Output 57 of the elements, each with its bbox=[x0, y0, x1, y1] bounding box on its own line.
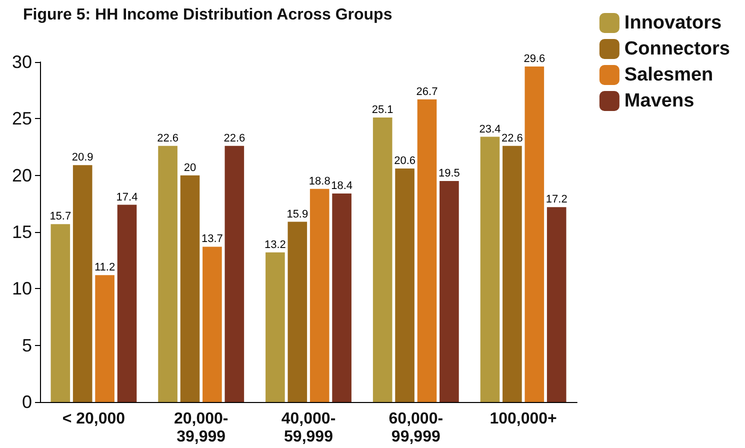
data-label: 13.2 bbox=[264, 238, 286, 251]
y-tick-label: 25 bbox=[12, 108, 32, 129]
x-tick-label: 20,000-39,999 bbox=[174, 410, 228, 446]
bar bbox=[288, 222, 308, 402]
data-label: 22.6 bbox=[224, 132, 246, 144]
bar bbox=[117, 204, 137, 402]
data-label: 18.8 bbox=[308, 175, 330, 188]
y-tick-label: 20 bbox=[12, 165, 32, 186]
legend-label: Mavens bbox=[624, 90, 694, 112]
data-label: 20.9 bbox=[72, 152, 94, 164]
data-label: 15.7 bbox=[50, 210, 72, 223]
data-label: 20.6 bbox=[394, 155, 416, 168]
x-tick-label: 60,000-99,999 bbox=[388, 410, 444, 446]
bar bbox=[310, 188, 330, 402]
data-label: 26.7 bbox=[416, 86, 438, 98]
bar bbox=[266, 252, 285, 402]
legend-label: Salesmen bbox=[624, 64, 714, 86]
bar bbox=[480, 136, 500, 402]
legend-label: Innovators bbox=[624, 12, 722, 34]
x-tick-label: 100,000+ bbox=[490, 410, 557, 428]
y-tick-label: 15 bbox=[12, 222, 32, 242]
data-label: 17.2 bbox=[546, 194, 568, 206]
data-label: 15.9 bbox=[286, 208, 308, 220]
bar bbox=[95, 275, 114, 402]
data-label: 17.4 bbox=[116, 191, 138, 204]
x-tick-label: < 20,000 bbox=[62, 410, 126, 428]
bar bbox=[502, 146, 522, 402]
x-tick-label: 40,000-59,999 bbox=[281, 410, 336, 446]
data-label: 13.7 bbox=[201, 233, 223, 246]
bar bbox=[158, 146, 178, 402]
data-label: 11.2 bbox=[94, 262, 116, 274]
data-label: 18.4 bbox=[331, 180, 353, 192]
chart-title: Figure 5: HH Income Distribution Across Groups bbox=[23, 6, 392, 24]
bar bbox=[332, 193, 352, 402]
y-tick-label: 30 bbox=[12, 52, 32, 72]
data-label: 23.4 bbox=[479, 123, 501, 136]
y-tick-label: 5 bbox=[22, 335, 32, 356]
bar bbox=[372, 118, 392, 402]
legend-label: Connectors bbox=[624, 38, 730, 60]
data-label: 25.1 bbox=[372, 104, 394, 116]
bar bbox=[50, 224, 70, 402]
bar bbox=[224, 146, 244, 402]
bar bbox=[202, 246, 222, 402]
y-tick-label: 0 bbox=[22, 392, 32, 412]
data-label: 29.6 bbox=[524, 53, 546, 66]
bar bbox=[417, 99, 437, 402]
bar bbox=[440, 181, 459, 402]
bar bbox=[72, 165, 92, 402]
data-label: 22.6 bbox=[157, 132, 179, 144]
bar bbox=[524, 66, 544, 402]
bar bbox=[546, 207, 566, 402]
bar bbox=[180, 175, 200, 402]
bar bbox=[395, 168, 414, 402]
y-tick-label: 10 bbox=[12, 278, 32, 299]
data-label: 19.5 bbox=[438, 168, 460, 180]
data-label: 20 bbox=[184, 162, 196, 174]
data-label: 22.6 bbox=[501, 132, 523, 144]
